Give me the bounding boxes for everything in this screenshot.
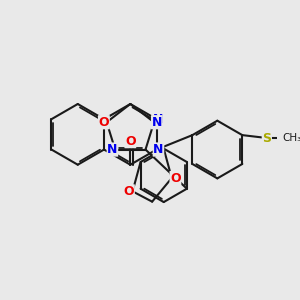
Text: CH₃: CH₃ (283, 133, 300, 143)
Text: N: N (153, 113, 164, 126)
Text: O: O (125, 135, 136, 148)
Text: O: O (170, 172, 181, 184)
Text: S: S (262, 131, 271, 145)
Text: O: O (99, 116, 109, 129)
Text: O: O (124, 185, 134, 198)
Text: N: N (152, 116, 162, 129)
Text: N: N (107, 143, 118, 156)
Text: N: N (153, 143, 164, 156)
